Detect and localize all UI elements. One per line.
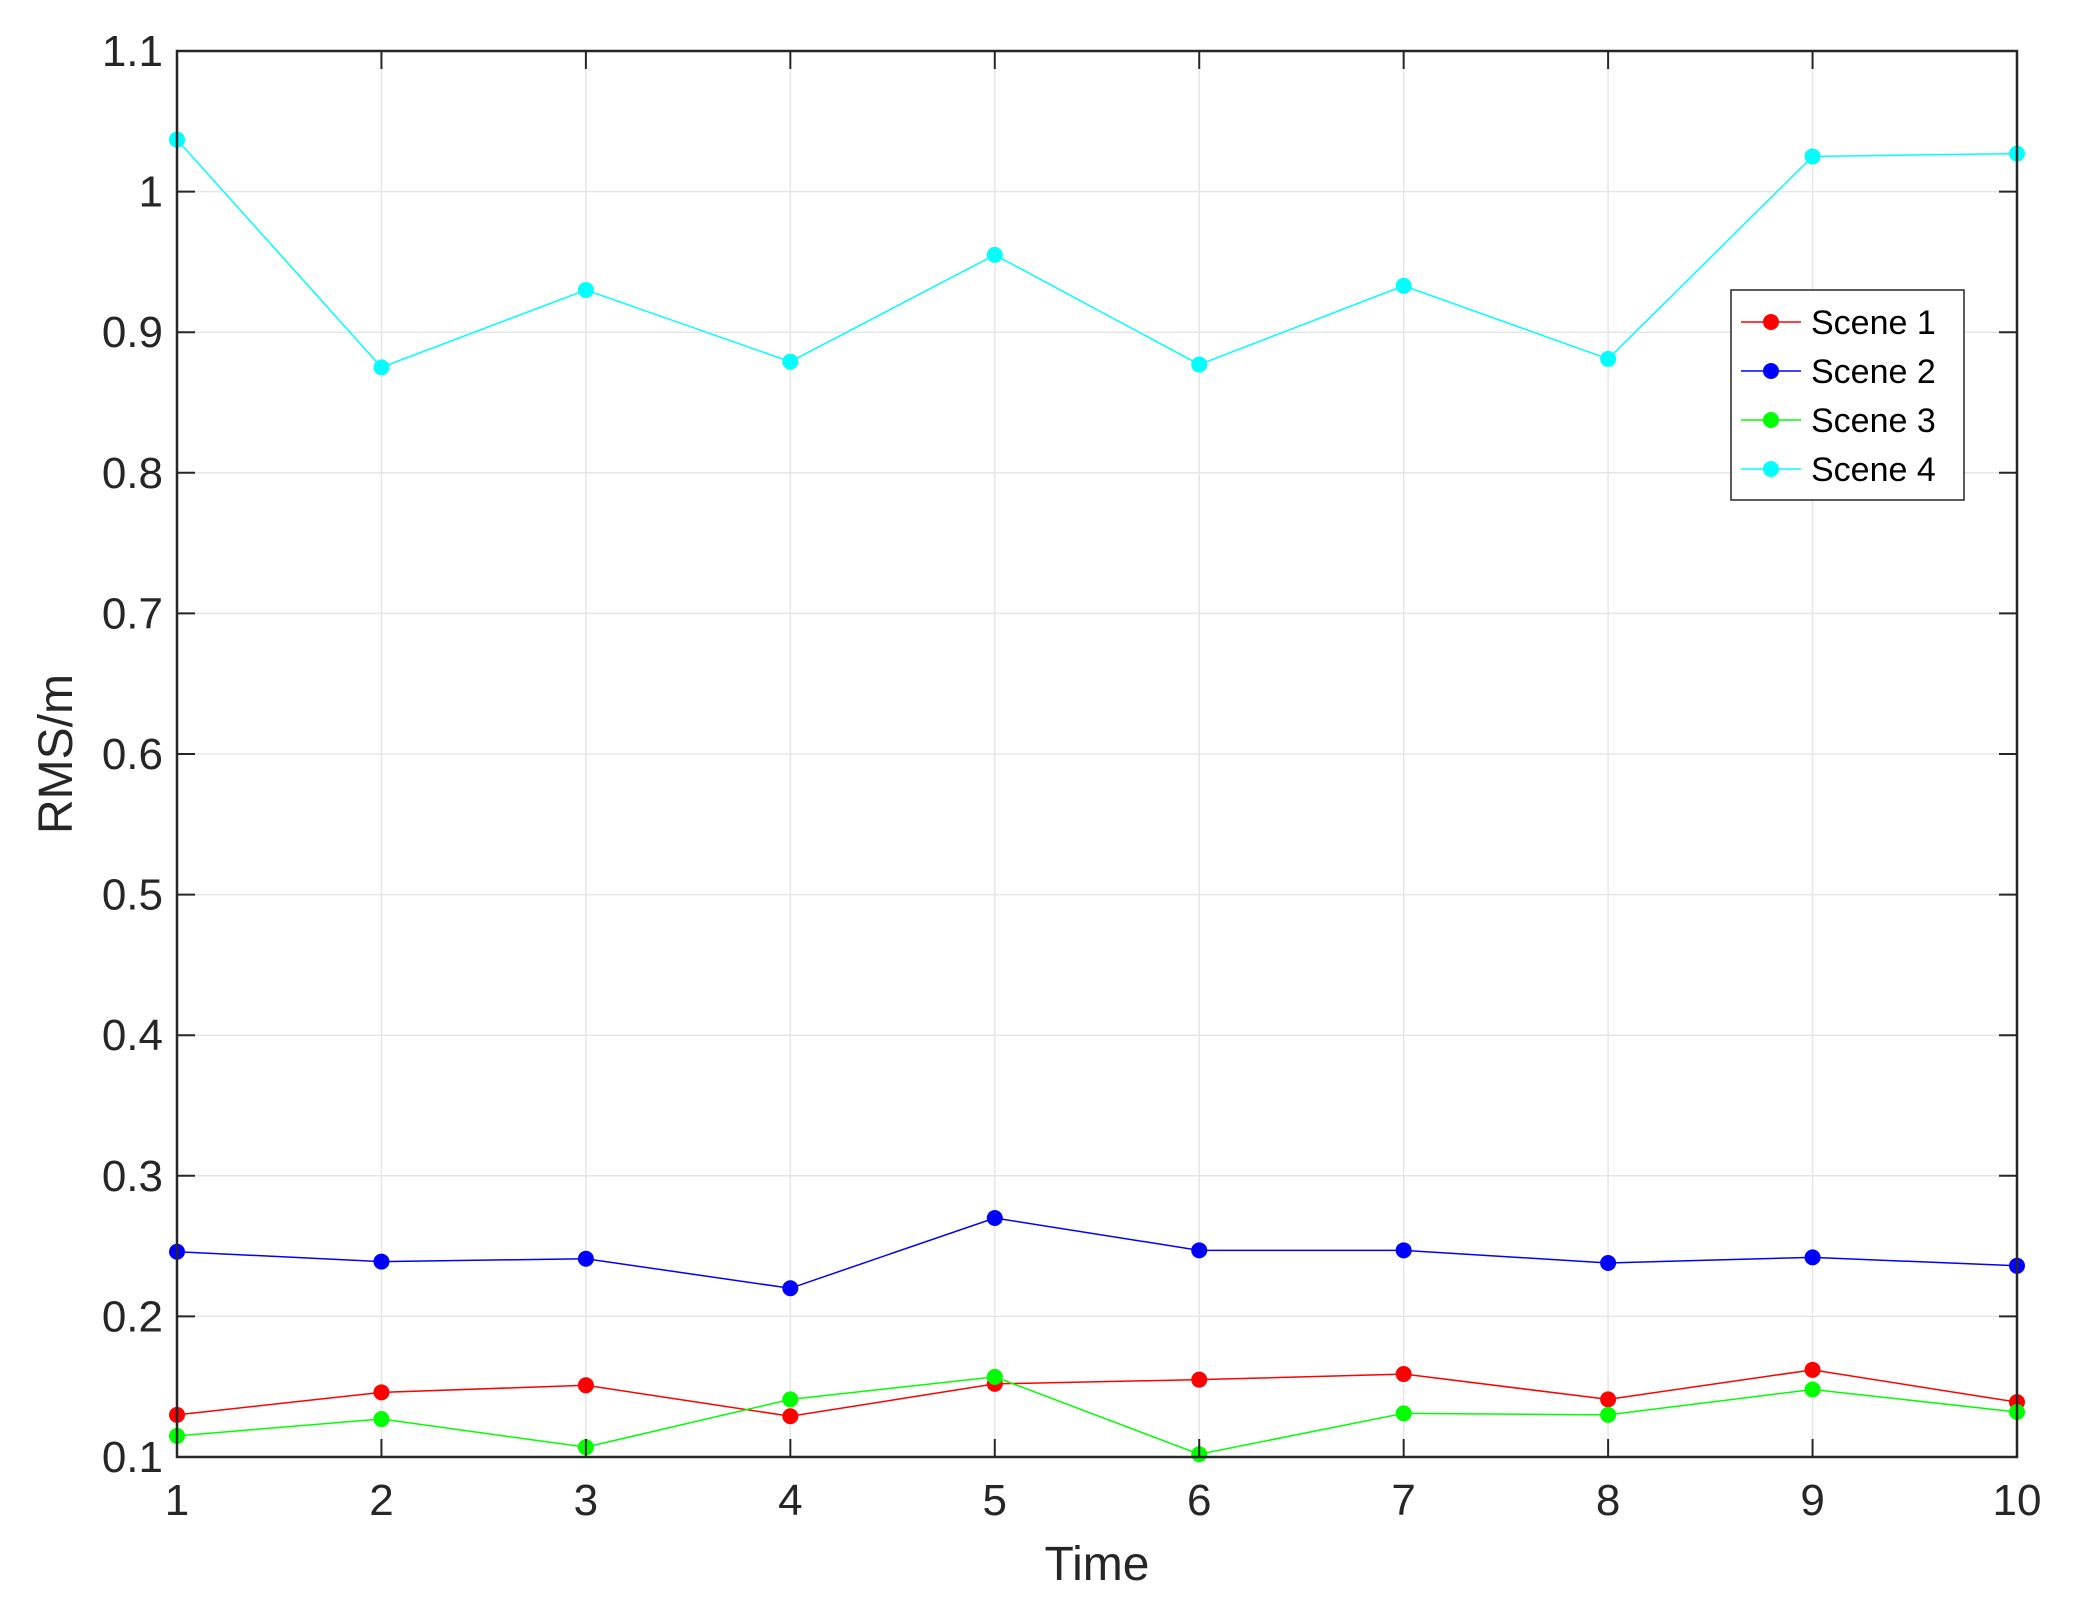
data-point bbox=[1804, 1361, 1821, 1378]
x-tick-label: 3 bbox=[574, 1476, 598, 1525]
data-point bbox=[1804, 148, 1821, 165]
y-tick-label: 0.6 bbox=[102, 730, 163, 779]
data-point bbox=[1804, 1381, 1821, 1398]
legend: Scene 1 Scene 2 Scene 3 Scene 4 bbox=[1730, 289, 1965, 501]
plot-area bbox=[169, 131, 2025, 1463]
x-tick-label: 4 bbox=[778, 1476, 802, 1525]
legend-label: Scene 2 bbox=[1811, 353, 1936, 391]
y-axis-label: RMS/m bbox=[30, 674, 83, 834]
axis-ticks: 1 2 3 4 5 6 7 8 9 10 0.1 0.2 0.3 0.4 0.5 0.6 0.7 0.8 0.9 1 1… bbox=[102, 27, 2042, 1525]
series-3 bbox=[169, 1368, 2025, 1463]
legend-item: Scene 1 bbox=[1741, 304, 1936, 342]
x-tick-label: 10 bbox=[1993, 1476, 2042, 1525]
legend-label: Scene 4 bbox=[1811, 451, 1936, 489]
data-point bbox=[1600, 1406, 1617, 1423]
y-tick-label: 0.1 bbox=[102, 1433, 163, 1482]
series-line bbox=[176, 1369, 2018, 1417]
data-point bbox=[782, 1280, 799, 1297]
data-point bbox=[577, 282, 594, 299]
data-point bbox=[1804, 1249, 1821, 1266]
data-point bbox=[1600, 1391, 1617, 1408]
legend-label: Scene 3 bbox=[1811, 402, 1936, 440]
legend-item: Scene 2 bbox=[1741, 353, 1936, 391]
x-tick-label: 9 bbox=[1800, 1476, 1824, 1525]
data-point bbox=[1395, 1366, 1412, 1383]
data-point bbox=[577, 1377, 594, 1394]
data-point bbox=[986, 246, 1003, 263]
legend-swatch-marker bbox=[1763, 314, 1779, 330]
data-point bbox=[373, 359, 390, 376]
grid bbox=[176, 50, 2018, 1458]
y-tick-label: 0.7 bbox=[102, 589, 163, 638]
x-tick-label: 8 bbox=[1596, 1476, 1620, 1525]
legend-item: Scene 4 bbox=[1741, 451, 1936, 489]
data-point bbox=[986, 1368, 1003, 1385]
series-line bbox=[176, 1217, 2018, 1290]
data-point bbox=[373, 1384, 390, 1401]
legend-swatch-marker bbox=[1763, 363, 1779, 379]
legend-swatch-marker bbox=[1763, 461, 1779, 477]
data-point bbox=[1395, 277, 1412, 294]
data-point bbox=[1395, 1405, 1412, 1422]
data-point bbox=[1600, 350, 1617, 367]
y-tick-label: 1.1 bbox=[102, 27, 163, 76]
data-point bbox=[782, 1408, 799, 1425]
legend-label: Scene 1 bbox=[1811, 304, 1936, 342]
x-tick-label: 7 bbox=[1391, 1476, 1415, 1525]
data-point bbox=[782, 353, 799, 370]
y-tick-label: 0.9 bbox=[102, 308, 163, 357]
data-point bbox=[577, 1250, 594, 1267]
series-4 bbox=[169, 131, 2025, 376]
data-point bbox=[373, 1411, 390, 1428]
data-point bbox=[1395, 1242, 1412, 1259]
x-tick-label: 1 bbox=[165, 1476, 189, 1525]
y-tick-label: 0.4 bbox=[102, 1011, 163, 1060]
x-axis-label: Time bbox=[1045, 1538, 1150, 1591]
data-point bbox=[1191, 1242, 1208, 1259]
series-2 bbox=[169, 1209, 2025, 1297]
data-point bbox=[782, 1391, 799, 1408]
x-tick-label: 5 bbox=[983, 1476, 1007, 1525]
series-line bbox=[176, 139, 2018, 369]
data-point bbox=[373, 1253, 390, 1270]
y-tick-label: 0.5 bbox=[102, 871, 163, 920]
data-point bbox=[1600, 1254, 1617, 1271]
y-tick-label: 1 bbox=[139, 168, 163, 217]
y-tick-label: 0.8 bbox=[102, 449, 163, 498]
x-tick-label: 2 bbox=[369, 1476, 393, 1525]
legend-item: Scene 3 bbox=[1741, 402, 1936, 440]
data-point bbox=[1191, 1371, 1208, 1388]
y-tick-label: 0.3 bbox=[102, 1152, 163, 1201]
y-tick-label: 0.2 bbox=[102, 1292, 163, 1341]
data-point bbox=[986, 1209, 1003, 1226]
x-tick-label: 6 bbox=[1187, 1476, 1211, 1525]
series-line bbox=[176, 1376, 2018, 1455]
data-point bbox=[1191, 356, 1208, 373]
legend-swatch-marker bbox=[1763, 412, 1779, 428]
